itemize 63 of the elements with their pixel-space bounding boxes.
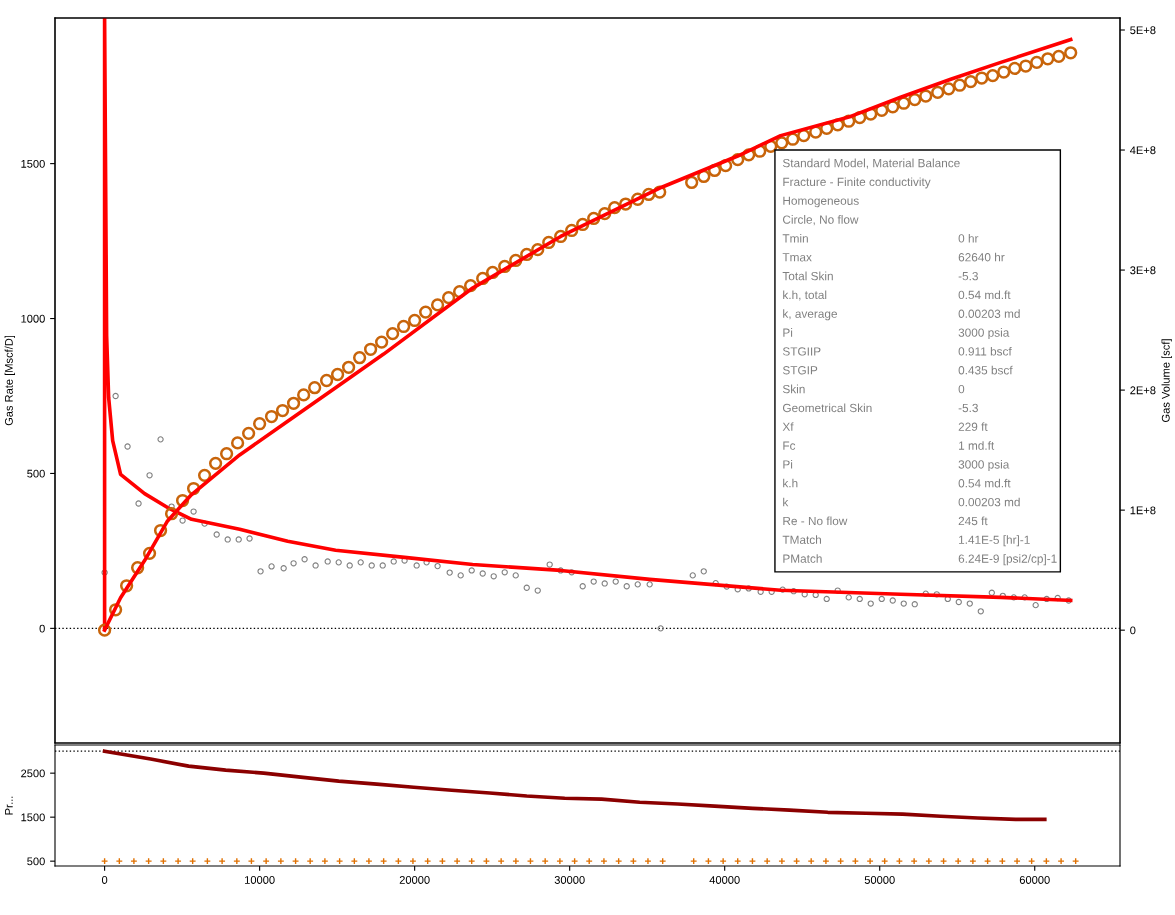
annotation: 0.54 md.ft <box>958 290 1011 300</box>
x-tick-label: 40000 <box>709 876 740 884</box>
annotation: Fracture - Finite conductivity <box>783 177 931 189</box>
y-axis-title: Pr... <box>5 796 13 815</box>
annotation: -5.3 <box>958 403 978 413</box>
y2-tick-label: 1E+8 <box>1130 506 1156 515</box>
annotation: 6.24E-9 [psi2/cp]-1 <box>958 554 1057 566</box>
annotation: Pi <box>783 459 793 469</box>
y-tick-label: 500 <box>27 469 45 478</box>
annotation: Standard Model, Material Balance <box>782 158 960 169</box>
annotation: 0.911 bscf <box>958 346 1012 356</box>
y-tick-label: 1500 <box>21 813 45 822</box>
y-tick-label: 2500 <box>21 769 45 778</box>
annotation: 0.54 md.ft <box>958 478 1011 488</box>
annotation: 62640 hr <box>958 252 1005 262</box>
annotation: Re - No flow <box>783 516 848 526</box>
y-tick-label: 500 <box>27 857 45 866</box>
annotation: 0 <box>958 384 965 394</box>
annotation: k.h, total <box>783 290 827 301</box>
annotation: 0.00203 md <box>958 309 1020 318</box>
y2-tick-label: 5E+8 <box>1130 26 1156 35</box>
y-axis-title: Gas Rate [Mscf/D] <box>4 335 16 426</box>
annotation: 0.00203 md <box>958 497 1020 507</box>
annotation: Total Skin <box>782 271 833 281</box>
y2-tick-label: 2E+8 <box>1130 386 1156 395</box>
annotation: 229 ft <box>958 422 988 431</box>
x-tick-label: 0 <box>101 876 108 884</box>
x-tick-label: 20000 <box>399 876 430 884</box>
annotation: Homogeneous <box>783 196 859 208</box>
y2-tick-label: 4E+8 <box>1129 146 1156 155</box>
y2-tick-label: 3E+8 <box>1130 266 1156 275</box>
y-tick-label: 1000 <box>21 314 45 323</box>
annotation: Xf <box>782 422 794 431</box>
x-tick-label: 50000 <box>864 876 895 884</box>
annotation: 0 hr <box>958 233 979 243</box>
annotation: 1.41E-5 [hr]-1 <box>959 535 1030 547</box>
annotation: k, average <box>783 309 837 321</box>
annotation: STGIP <box>782 366 818 375</box>
annotation: -5.3 <box>958 271 978 281</box>
annotation: Tmax <box>782 253 812 262</box>
annotation: STGIIP <box>782 347 821 356</box>
x-tick-label: 60000 <box>1019 876 1050 884</box>
annotation: TMatch <box>782 535 821 544</box>
annotation: 3000 psia <box>958 328 1010 340</box>
y-tick-label: 0 <box>39 624 45 633</box>
annotation: Pi <box>783 328 793 337</box>
annotation: PMatch <box>783 554 822 563</box>
annotation: 0.435 bscf <box>958 365 1013 375</box>
annotation: 1 md.ft <box>959 441 995 450</box>
annotation: k.h <box>783 478 798 488</box>
annotation: Fc <box>783 441 796 450</box>
y2-tick-label: 0 <box>1130 626 1136 635</box>
annotation: k <box>783 497 789 507</box>
y2-axis-title: Gas Volume [scf] <box>1161 339 1172 422</box>
annotation: 3000 psia <box>958 459 1010 471</box>
x-tick-label: 30000 <box>554 876 585 884</box>
annotation: Skin <box>782 384 805 394</box>
y-tick-label: 1500 <box>21 159 45 168</box>
annotation: 245 ft <box>958 516 988 526</box>
annotation: Tmin <box>782 233 808 243</box>
annotation: Geometrical Skin <box>782 403 872 413</box>
x-tick-label: 10000 <box>245 876 275 884</box>
annotation: Circle, No flow <box>782 215 859 226</box>
